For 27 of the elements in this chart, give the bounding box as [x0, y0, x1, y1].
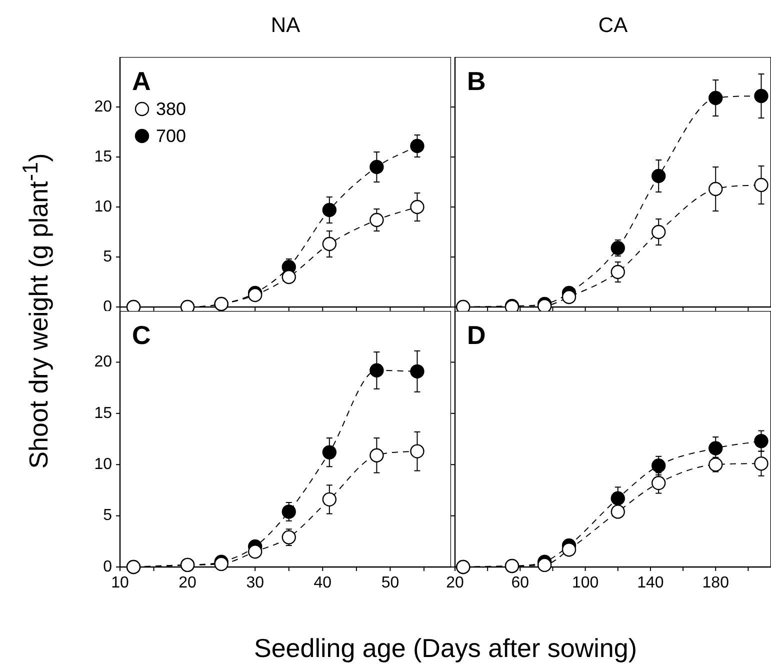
x-tick-label: 50	[381, 574, 400, 592]
x-tick-label: 20	[446, 574, 464, 592]
x-tick-label: 180	[702, 574, 730, 592]
chart-title: NA	[270, 14, 302, 38]
annotation: D	[467, 320, 486, 350]
y-tick-label: 0	[103, 558, 112, 576]
legend-label: 380	[156, 98, 186, 119]
y-tick-label: 10	[94, 456, 112, 474]
annotation: A	[132, 66, 151, 96]
chart-title: CA	[597, 14, 629, 38]
x-axis-title: Seedling age (Days after sowing)	[253, 633, 638, 664]
x-tick-label: 100	[572, 574, 599, 592]
x-tick-label: 30	[246, 574, 264, 592]
x-tick-label: 40	[314, 574, 332, 592]
x-tick-label: 140	[637, 574, 664, 592]
legend-label: 700	[156, 126, 186, 146]
annotation: B	[467, 66, 486, 96]
y-tick-label: 5	[103, 507, 112, 524]
annotation: C	[132, 320, 151, 350]
y-tick-label: 15	[94, 404, 112, 422]
y-tick-label: 20	[94, 98, 112, 116]
y-tick-label: 10	[94, 198, 112, 216]
y-tick-label: 5	[103, 248, 112, 266]
x-tick-label: 20	[178, 574, 197, 592]
x-tick-label: 60	[511, 574, 530, 592]
y-tick-label: 15	[94, 148, 112, 166]
y-tick-label: 20	[94, 354, 112, 371]
